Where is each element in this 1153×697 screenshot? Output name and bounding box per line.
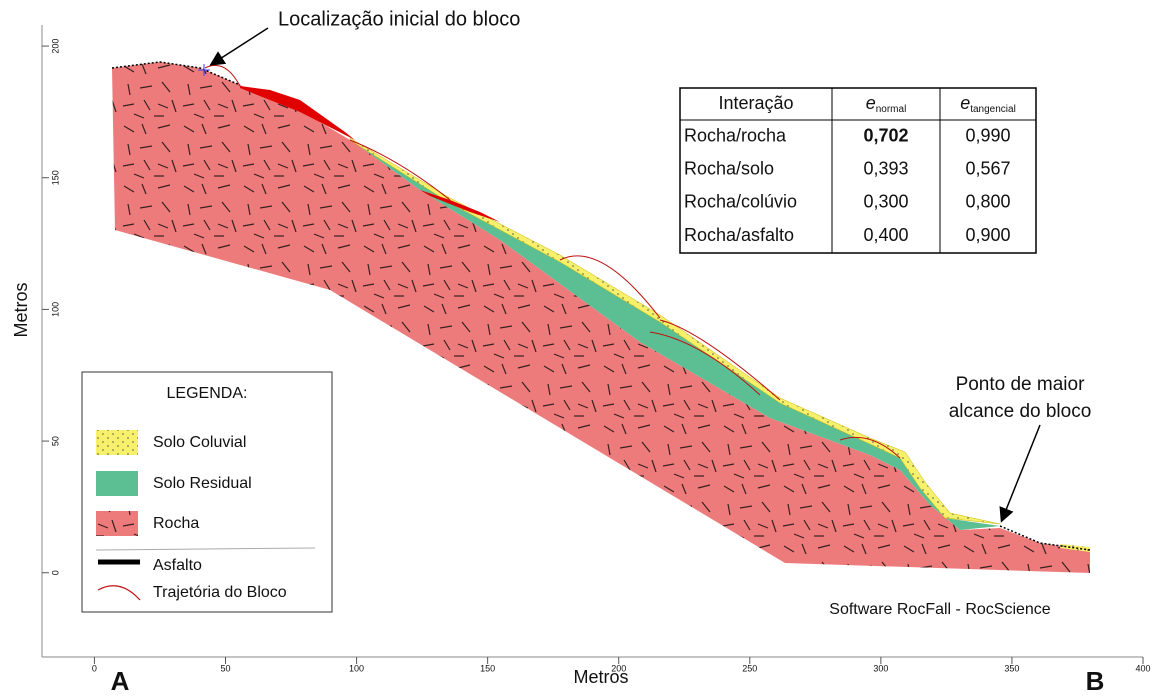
legend-swatch: [96, 430, 138, 455]
table-cell: 0,800: [965, 191, 1010, 211]
legend-label: Rocha: [153, 515, 199, 532]
x-tick-label: 150: [480, 663, 495, 673]
table-cell: 0,400: [863, 225, 908, 245]
end-label: Ponto de maior: [956, 374, 1086, 395]
x-tick-label: 0: [92, 663, 97, 673]
x-tick-label: 50: [220, 663, 230, 673]
y-tick-label: 200: [50, 39, 60, 54]
legend-swatch: [96, 471, 138, 496]
table-cell: Rocha/asfalto: [684, 225, 794, 245]
x-tick-label: 300: [873, 663, 888, 673]
table-cell: Rocha/solo: [684, 158, 774, 178]
table-cell: 0,393: [863, 158, 908, 178]
table-cell: 0,300: [863, 191, 908, 211]
y-tick-label: 50: [50, 436, 60, 446]
start-label: Localização inicial do bloco: [278, 8, 520, 30]
header-symbol: e: [866, 93, 876, 113]
y-axis-label: Metros: [11, 282, 31, 337]
x-tick-label: 100: [349, 663, 364, 673]
legend-label: Solo Coluvial: [153, 434, 246, 451]
chart: 050100150200250300350400050100150200 Loc…: [0, 0, 1153, 697]
table-cell: 0,702: [863, 125, 908, 145]
legend-swatch: [96, 511, 138, 536]
header-subscript: normal: [876, 104, 907, 115]
header-symbol: e: [960, 93, 970, 113]
point-label: B: [1086, 666, 1105, 696]
legend-label: Asfalto: [153, 557, 202, 574]
legend-title: LEGENDA:: [167, 385, 248, 402]
end-arrow: [1002, 425, 1040, 520]
end-label: alcance do bloco: [949, 401, 1092, 422]
table-cell: 0,900: [965, 225, 1010, 245]
point-label: A: [111, 666, 130, 696]
y-tick-label: 0: [50, 570, 60, 575]
x-tick-label: 350: [1004, 663, 1019, 673]
x-tick-label: 400: [1135, 663, 1150, 673]
table-cell: 0,567: [965, 158, 1010, 178]
header-subscript: tangencial: [970, 104, 1016, 115]
y-tick-label: 150: [50, 170, 60, 185]
table-cell: Rocha/rocha: [684, 125, 787, 145]
legend: LEGENDA: Solo Coluvial Solo Residual Roc…: [82, 372, 332, 612]
legend-label: Trajetória do Bloco: [153, 584, 287, 601]
table-header: Interação: [718, 93, 793, 113]
credit: Software RocFall - RocScience: [829, 601, 1051, 618]
start-arrow: [212, 28, 268, 64]
x-tick-label: 250: [742, 663, 757, 673]
table-cell: Rocha/colúvio: [684, 191, 797, 211]
y-tick-label: 100: [50, 302, 60, 317]
x-axis-label: Metros: [573, 667, 628, 687]
legend-label: Solo Residual: [153, 475, 252, 492]
table-cell: 0,990: [965, 125, 1010, 145]
